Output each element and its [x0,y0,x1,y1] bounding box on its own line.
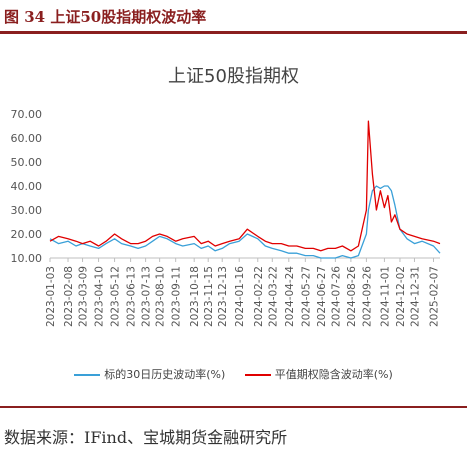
x-tick-label: 2023-04-10 [94,266,106,327]
x-tick-label: 2024-11-01 [379,266,391,327]
legend: 标的30日历史波动率(%) 平值期权隐含波动率(%) [0,366,467,382]
y-tick-label: 40.00 [11,180,43,193]
y-tick-label: 50.00 [11,156,43,169]
x-tick-label: 2024-02-22 [253,266,265,327]
legend-label-hv: 标的30日历史波动率(%) [104,368,226,381]
y-tick-label: 10.00 [11,252,43,265]
series-line-implied-vol [49,120,441,252]
x-tick-label: 2023-11-15 [203,266,215,327]
y-tick-label: 20.00 [11,228,43,241]
x-tick-label: 2023-06-13 [126,266,138,327]
x-tick-label: 2024-04-24 [284,266,296,327]
source-note: 数据来源：IFind、宝城期货金融研究所 [4,428,288,447]
legend-label-iv: 平值期权隐含波动率(%) [274,368,393,381]
chart-title: 上证50股指期权 [168,66,299,87]
x-tick-label: 2024-06-27 [316,266,328,327]
x-tick-label: 2024-01-16 [234,266,246,327]
x-tick-label: 2023-10-18 [189,266,201,327]
legend-item-iv: 平值期权隐含波动率(%) [244,366,393,382]
legend-item-hv: 标的30日历史波动率(%) [74,366,225,382]
x-tick-label: 2023-12-13 [217,266,229,327]
x-tick-label: 2023-01-03 [45,266,57,327]
y-tick-label: 70.00 [11,108,43,121]
x-tick-label: 2023-02-08 [63,266,75,327]
legend-swatch-iv [244,374,271,376]
x-tick-label: 2024-05-27 [300,266,312,327]
x-tick-label: 2024-12-02 [395,266,407,327]
x-tick-label: 2023-03-09 [78,266,90,327]
x-tick-label: 2024-03-22 [267,266,279,327]
x-tick-label: 2025-02-07 [428,266,440,327]
x-tick-label: 2023-07-13 [141,266,153,327]
x-tick-label: 2024-09-26 [361,266,373,327]
chart-area: 上证50股指期权 10.00 20.00 30.00 40.00 50.00 60.00 7… [0,36,467,404]
x-tick-label: 2024-07-26 [330,266,342,327]
x-tick-label: 2024-12-31 [409,266,421,327]
figure-title: 图 34 上证50股指期权波动率 [4,8,207,26]
x-tick-label: 2023-09-11 [171,266,183,327]
x-tick-label: 2024-08-26 [346,266,358,327]
figure-header: 图 34 上证50股指期权波动率 [0,0,467,36]
source-divider [0,406,467,408]
line-chart: 10.00 20.00 30.00 40.00 50.00 60.00 70.00 2023-… [11,108,441,327]
y-tick-label: 30.00 [11,204,43,217]
title-divider [0,31,467,34]
legend-swatch-hv [74,374,101,376]
x-tick-label: 2023-08-10 [155,266,167,327]
series-line-historical-vol [49,185,441,259]
x-tick-label: 2023-05-12 [110,266,122,327]
y-tick-label: 60.00 [11,132,43,145]
